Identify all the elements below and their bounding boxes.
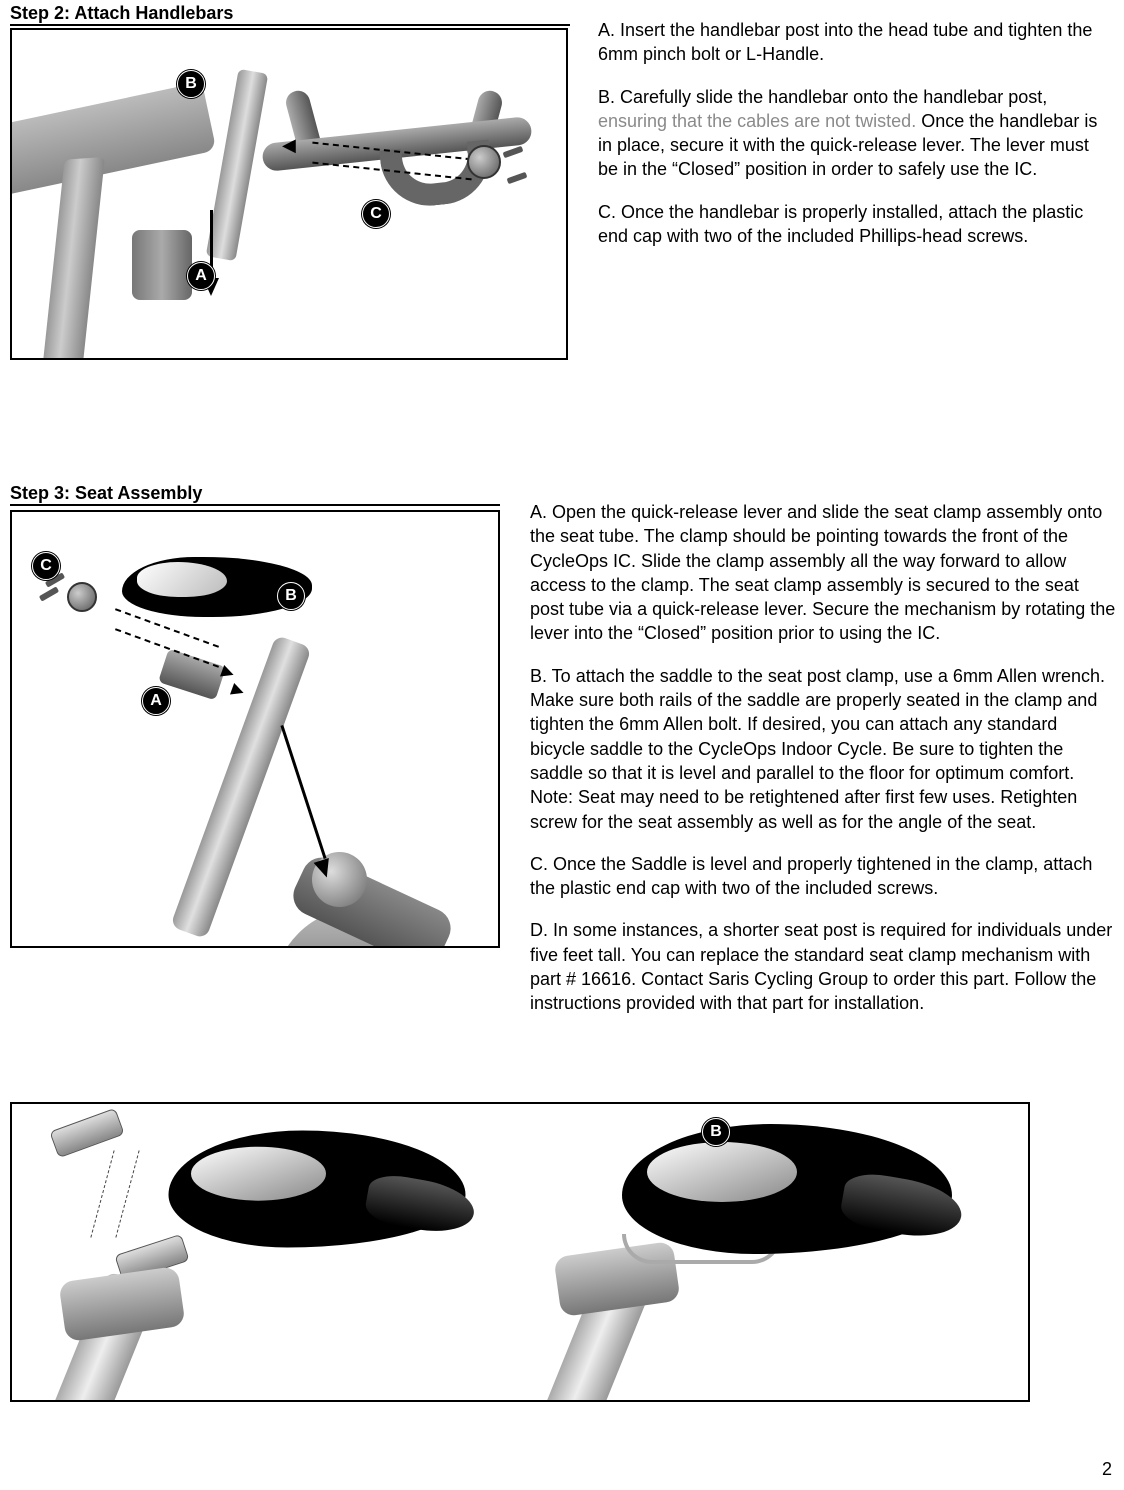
callout-a: A bbox=[187, 262, 215, 290]
step3-para-a: A. Open the quick-release lever and slid… bbox=[530, 500, 1116, 646]
step2-instructions: A. Insert the handlebar post into the he… bbox=[598, 18, 1108, 266]
step3-para-d: D. In some instances, a shorter seat pos… bbox=[530, 918, 1116, 1015]
step3-detail-left bbox=[32, 1114, 462, 1390]
screw-icon bbox=[39, 586, 59, 601]
step3-instructions: A. Open the quick-release lever and slid… bbox=[530, 500, 1116, 1034]
step3-title: Step 3: Seat Assembly bbox=[10, 484, 500, 506]
step3-end-cap bbox=[67, 582, 97, 612]
step2-b-grey: ensuring that the cables are not twisted… bbox=[598, 111, 916, 131]
step2-title: Step 2: Attach Handlebars bbox=[10, 4, 570, 26]
step2-end-cap bbox=[467, 145, 501, 179]
page-number: 2 bbox=[1102, 1459, 1112, 1480]
step3-figure: ▶ ▶ C B A bbox=[10, 510, 500, 948]
step2-para-b: B. Carefully slide the handlebar onto th… bbox=[598, 85, 1108, 182]
callout-b: B bbox=[702, 1118, 730, 1146]
step2-handlebar bbox=[262, 90, 552, 240]
step2-b-prefix: B. Carefully slide the handlebar onto th… bbox=[598, 87, 1047, 107]
step2-para-c: C. Once the handlebar is properly instal… bbox=[598, 200, 1108, 249]
callout-c: C bbox=[32, 552, 60, 580]
step3-para-c: C. Once the Saddle is level and properly… bbox=[530, 852, 1116, 901]
arrow-left-icon: ◀ bbox=[282, 135, 296, 156]
step2-para-a: A. Insert the handlebar post into the he… bbox=[598, 18, 1108, 67]
step2-figure: ◀ B C A bbox=[10, 28, 568, 360]
dashed-line bbox=[90, 1150, 114, 1237]
arrow-right-icon: ▶ bbox=[229, 678, 247, 701]
callout-b: B bbox=[177, 70, 205, 98]
saddle bbox=[622, 1124, 952, 1254]
callout-a: A bbox=[142, 687, 170, 715]
step3-para-b: B. To attach the saddle to the seat post… bbox=[530, 664, 1116, 834]
step3-detail-figure: B bbox=[10, 1102, 1030, 1402]
step2-head-tube bbox=[132, 230, 192, 300]
seat-clamp bbox=[58, 1266, 185, 1342]
callout-c: C bbox=[362, 200, 390, 228]
step3-detail-right bbox=[502, 1114, 1002, 1390]
arrow-shaft bbox=[280, 725, 326, 859]
callout-b: B bbox=[277, 582, 305, 610]
dashed-line bbox=[115, 1150, 139, 1237]
saddle bbox=[169, 1131, 466, 1248]
